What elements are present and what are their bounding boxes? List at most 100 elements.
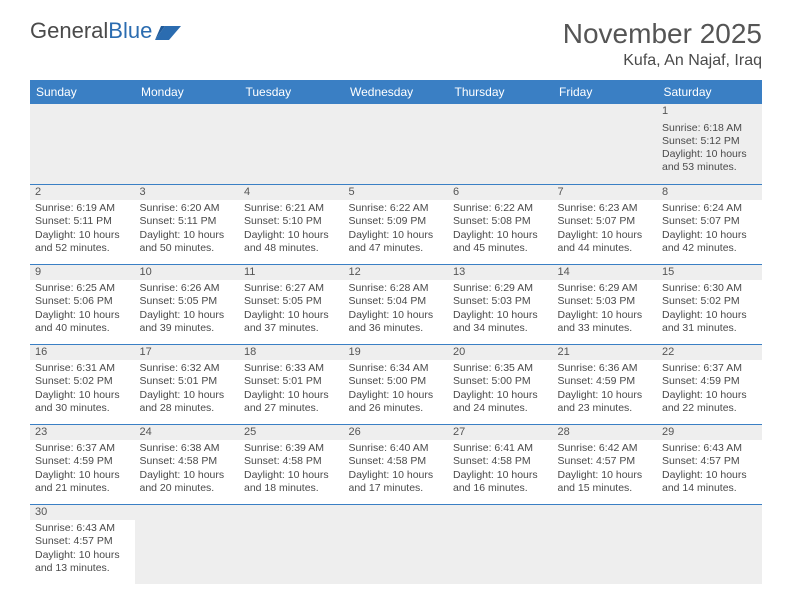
daylight-text: and 34 minutes. bbox=[453, 322, 548, 335]
sunset-text: Sunset: 5:04 PM bbox=[349, 295, 444, 308]
logo: GeneralBlue bbox=[30, 18, 181, 44]
sunset-text: Sunset: 4:58 PM bbox=[244, 455, 339, 468]
weekday-header: Friday bbox=[553, 80, 658, 104]
sunrise-text: Sunrise: 6:25 AM bbox=[35, 282, 130, 295]
calendar-day-cell: 23Sunrise: 6:37 AMSunset: 4:59 PMDayligh… bbox=[30, 424, 135, 504]
calendar-day-cell: 12Sunrise: 6:28 AMSunset: 5:04 PMDayligh… bbox=[344, 264, 449, 344]
daylight-text: Daylight: 10 hours bbox=[244, 309, 339, 322]
sunrise-text: Sunrise: 6:35 AM bbox=[453, 362, 548, 375]
daylight-text: Daylight: 10 hours bbox=[244, 229, 339, 242]
sunset-text: Sunset: 5:07 PM bbox=[558, 215, 653, 228]
calendar-empty-cell bbox=[553, 504, 658, 584]
sunrise-text: Sunrise: 6:28 AM bbox=[349, 282, 444, 295]
calendar-week-row: 30Sunrise: 6:43 AMSunset: 4:57 PMDayligh… bbox=[30, 504, 762, 584]
daylight-text: and 45 minutes. bbox=[453, 242, 548, 255]
month-title: November 2025 bbox=[563, 18, 762, 50]
header: GeneralBlue November 2025 Kufa, An Najaf… bbox=[30, 18, 762, 70]
calendar-day-cell: 13Sunrise: 6:29 AMSunset: 5:03 PMDayligh… bbox=[448, 264, 553, 344]
sunset-text: Sunset: 5:05 PM bbox=[244, 295, 339, 308]
daylight-text: and 15 minutes. bbox=[558, 482, 653, 495]
day-number: 25 bbox=[239, 425, 344, 441]
calendar-empty-cell bbox=[30, 104, 135, 184]
calendar-week-row: 1Sunrise: 6:18 AMSunset: 5:12 PMDaylight… bbox=[30, 104, 762, 184]
weekday-header: Monday bbox=[135, 80, 240, 104]
daylight-text: and 21 minutes. bbox=[35, 482, 130, 495]
calendar-day-cell: 14Sunrise: 6:29 AMSunset: 5:03 PMDayligh… bbox=[553, 264, 658, 344]
sunset-text: Sunset: 5:12 PM bbox=[662, 135, 757, 148]
day-number: 2 bbox=[30, 185, 135, 201]
sunset-text: Sunset: 5:08 PM bbox=[453, 215, 548, 228]
calendar-day-cell: 20Sunrise: 6:35 AMSunset: 5:00 PMDayligh… bbox=[448, 344, 553, 424]
day-number: 19 bbox=[344, 345, 449, 361]
calendar-day-cell: 15Sunrise: 6:30 AMSunset: 5:02 PMDayligh… bbox=[657, 264, 762, 344]
weekday-header: Tuesday bbox=[239, 80, 344, 104]
daylight-text: Daylight: 10 hours bbox=[244, 469, 339, 482]
sunrise-text: Sunrise: 6:29 AM bbox=[558, 282, 653, 295]
calendar-day-cell: 4Sunrise: 6:21 AMSunset: 5:10 PMDaylight… bbox=[239, 184, 344, 264]
day-number: 17 bbox=[135, 345, 240, 361]
sunset-text: Sunset: 5:10 PM bbox=[244, 215, 339, 228]
calendar-day-cell: 28Sunrise: 6:42 AMSunset: 4:57 PMDayligh… bbox=[553, 424, 658, 504]
daylight-text: and 23 minutes. bbox=[558, 402, 653, 415]
daylight-text: and 39 minutes. bbox=[140, 322, 235, 335]
daylight-text: and 22 minutes. bbox=[662, 402, 757, 415]
sunrise-text: Sunrise: 6:20 AM bbox=[140, 202, 235, 215]
daylight-text: and 27 minutes. bbox=[244, 402, 339, 415]
daylight-text: Daylight: 10 hours bbox=[35, 229, 130, 242]
daylight-text: and 24 minutes. bbox=[453, 402, 548, 415]
calendar-day-cell: 8Sunrise: 6:24 AMSunset: 5:07 PMDaylight… bbox=[657, 184, 762, 264]
sunrise-text: Sunrise: 6:18 AM bbox=[662, 122, 757, 135]
day-number: 18 bbox=[239, 345, 344, 361]
calendar-day-cell: 7Sunrise: 6:23 AMSunset: 5:07 PMDaylight… bbox=[553, 184, 658, 264]
day-number: 26 bbox=[344, 425, 449, 441]
sunset-text: Sunset: 5:03 PM bbox=[453, 295, 548, 308]
calendar-week-row: 9Sunrise: 6:25 AMSunset: 5:06 PMDaylight… bbox=[30, 264, 762, 344]
sunrise-text: Sunrise: 6:32 AM bbox=[140, 362, 235, 375]
weekday-header: Sunday bbox=[30, 80, 135, 104]
sunrise-text: Sunrise: 6:33 AM bbox=[244, 362, 339, 375]
calendar-day-cell: 25Sunrise: 6:39 AMSunset: 4:58 PMDayligh… bbox=[239, 424, 344, 504]
sunset-text: Sunset: 5:02 PM bbox=[35, 375, 130, 388]
day-number: 10 bbox=[135, 265, 240, 281]
calendar-day-cell: 30Sunrise: 6:43 AMSunset: 4:57 PMDayligh… bbox=[30, 504, 135, 584]
day-number: 24 bbox=[135, 425, 240, 441]
calendar-day-cell: 24Sunrise: 6:38 AMSunset: 4:58 PMDayligh… bbox=[135, 424, 240, 504]
sunrise-text: Sunrise: 6:21 AM bbox=[244, 202, 339, 215]
day-number: 1 bbox=[657, 104, 762, 120]
daylight-text: Daylight: 10 hours bbox=[35, 469, 130, 482]
daylight-text: Daylight: 10 hours bbox=[349, 229, 444, 242]
sunrise-text: Sunrise: 6:40 AM bbox=[349, 442, 444, 455]
sunset-text: Sunset: 4:57 PM bbox=[558, 455, 653, 468]
calendar-week-row: 16Sunrise: 6:31 AMSunset: 5:02 PMDayligh… bbox=[30, 344, 762, 424]
daylight-text: and 47 minutes. bbox=[349, 242, 444, 255]
sunset-text: Sunset: 4:59 PM bbox=[662, 375, 757, 388]
location: Kufa, An Najaf, Iraq bbox=[563, 52, 762, 70]
day-number: 16 bbox=[30, 345, 135, 361]
sunset-text: Sunset: 4:58 PM bbox=[349, 455, 444, 468]
calendar-day-cell: 11Sunrise: 6:27 AMSunset: 5:05 PMDayligh… bbox=[239, 264, 344, 344]
daylight-text: Daylight: 10 hours bbox=[558, 309, 653, 322]
day-number: 23 bbox=[30, 425, 135, 441]
sunrise-text: Sunrise: 6:34 AM bbox=[349, 362, 444, 375]
title-block: November 2025 Kufa, An Najaf, Iraq bbox=[563, 18, 762, 70]
daylight-text: Daylight: 10 hours bbox=[140, 229, 235, 242]
sunrise-text: Sunrise: 6:23 AM bbox=[558, 202, 653, 215]
sunset-text: Sunset: 4:59 PM bbox=[558, 375, 653, 388]
day-number: 27 bbox=[448, 425, 553, 441]
daylight-text: Daylight: 10 hours bbox=[662, 229, 757, 242]
sunset-text: Sunset: 4:58 PM bbox=[453, 455, 548, 468]
daylight-text: and 40 minutes. bbox=[35, 322, 130, 335]
calendar-day-cell: 22Sunrise: 6:37 AMSunset: 4:59 PMDayligh… bbox=[657, 344, 762, 424]
daylight-text: Daylight: 10 hours bbox=[453, 309, 548, 322]
weekday-header: Wednesday bbox=[344, 80, 449, 104]
daylight-text: and 53 minutes. bbox=[662, 161, 757, 174]
daylight-text: and 13 minutes. bbox=[35, 562, 130, 575]
sunrise-text: Sunrise: 6:29 AM bbox=[453, 282, 548, 295]
calendar-week-row: 2Sunrise: 6:19 AMSunset: 5:11 PMDaylight… bbox=[30, 184, 762, 264]
calendar-day-cell: 1Sunrise: 6:18 AMSunset: 5:12 PMDaylight… bbox=[657, 104, 762, 184]
daylight-text: Daylight: 10 hours bbox=[35, 389, 130, 402]
sunrise-text: Sunrise: 6:41 AM bbox=[453, 442, 548, 455]
calendar-day-cell: 29Sunrise: 6:43 AMSunset: 4:57 PMDayligh… bbox=[657, 424, 762, 504]
daylight-text: and 52 minutes. bbox=[35, 242, 130, 255]
calendar-day-cell: 26Sunrise: 6:40 AMSunset: 4:58 PMDayligh… bbox=[344, 424, 449, 504]
